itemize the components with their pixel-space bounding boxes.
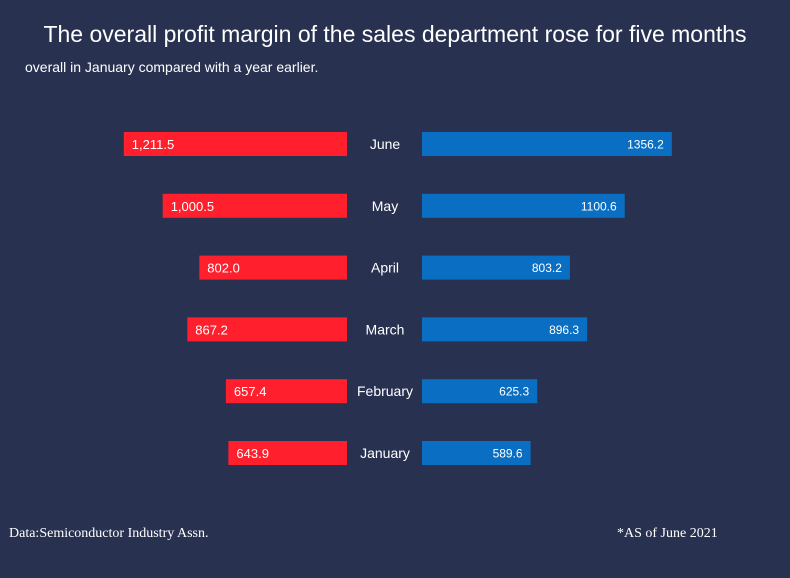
left-bar-february [225,379,347,404]
right-bar-january [422,441,531,465]
left-bar-june [123,132,347,156]
right-bar-june [422,132,672,156]
right-bar-label-february: 625.3 [499,385,529,399]
right-bar-label-january: 589.6 [493,447,523,461]
left-bar-march [187,317,347,342]
category-label-june: June [370,136,401,152]
left-bar-label-may: 1,000.5 [171,199,214,214]
left-bar-label-june: 1,211.5 [132,137,174,152]
chart-subtitle: overall in January compared with a year … [25,59,319,75]
right-bar-april [422,255,570,280]
right-bar-march [422,317,588,342]
category-label-april: April [371,260,399,276]
right-bar-label-march: 896.3 [549,323,579,337]
left-bar-april [199,255,347,280]
left-bar-label-april: 802.0 [207,261,240,276]
category-label-march: March [366,321,405,337]
date-note: *AS of June 2021 [617,526,718,541]
category-label-january: January [360,445,410,461]
left-bar-label-march: 867.2 [195,322,228,337]
left-bar-label-january: 643.9 [236,446,269,461]
right-bar-label-april: 803.2 [532,261,562,275]
right-bar-label-june: 1356.2 [627,138,664,152]
right-bar-label-may: 1100.6 [581,199,617,213]
category-label-may: May [372,198,398,214]
right-bar-may [422,193,625,218]
category-label-february: February [357,383,413,399]
left-bar-january [228,441,347,465]
left-bar-may [162,193,347,218]
left-bar-label-february: 657.4 [234,384,267,399]
right-bar-february [422,379,538,404]
source-note: Data:Semiconductor Industry Assn. [9,526,209,541]
chart-title: The overall profit margin of the sales d… [43,21,747,47]
